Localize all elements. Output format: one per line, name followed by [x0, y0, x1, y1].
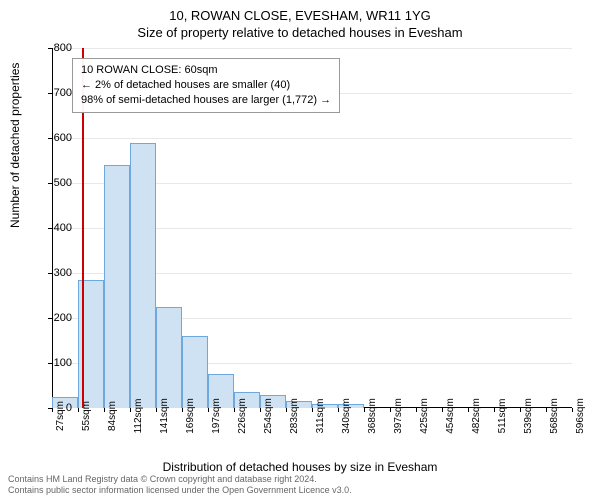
xtick-mark	[182, 408, 183, 412]
ytick-label: 400	[32, 222, 72, 234]
xtick-mark	[312, 408, 313, 412]
xtick-mark	[78, 408, 79, 412]
xtick-mark	[130, 408, 131, 412]
xtick-label: 283sqm	[289, 398, 300, 434]
xtick-mark	[260, 408, 261, 412]
xtick-mark	[234, 408, 235, 412]
gridline	[52, 138, 572, 139]
histogram-bar	[156, 307, 181, 408]
chart-title-sub: Size of property relative to detached ho…	[0, 23, 600, 40]
xtick-label: 169sqm	[185, 398, 196, 434]
histogram-bar	[130, 143, 155, 409]
annotation-box: 10 ROWAN CLOSE: 60sqm ← 2% of detached h…	[72, 58, 340, 113]
ytick-label: 0	[32, 402, 72, 414]
xtick-label: 596sqm	[575, 398, 586, 434]
xtick-mark	[364, 408, 365, 412]
xtick-mark	[572, 408, 573, 412]
histogram-bar	[104, 165, 129, 408]
xtick-label: 511sqm	[497, 399, 508, 434]
ytick-label: 200	[32, 312, 72, 324]
xtick-label: 425sqm	[419, 398, 430, 434]
xtick-label: 141sqm	[159, 398, 170, 434]
y-axis-label: Number of detached properties	[8, 63, 22, 228]
xtick-label: 368sqm	[367, 398, 378, 434]
xtick-label: 84sqm	[107, 401, 118, 431]
footer-line2: Contains public sector information licen…	[8, 485, 352, 496]
xtick-label: 397sqm	[393, 398, 404, 434]
xtick-label: 454sqm	[445, 398, 456, 434]
xtick-mark	[208, 408, 209, 412]
x-axis-label: Distribution of detached houses by size …	[0, 460, 600, 474]
xtick-label: 311sqm	[315, 399, 326, 434]
xtick-mark	[416, 408, 417, 412]
ytick-label: 100	[32, 357, 72, 369]
ytick-label: 500	[32, 177, 72, 189]
histogram-bar	[182, 336, 207, 408]
xtick-label: 27sqm	[55, 401, 66, 431]
xtick-mark	[104, 408, 105, 412]
xtick-mark	[546, 408, 547, 412]
chart-title-main: 10, ROWAN CLOSE, EVESHAM, WR11 1YG	[0, 0, 600, 23]
annotation-line2: ← 2% of detached houses are smaller (40)	[81, 78, 331, 93]
xtick-mark	[286, 408, 287, 412]
xtick-mark	[520, 408, 521, 412]
ytick-label: 600	[32, 132, 72, 144]
annotation-line3: 98% of semi-detached houses are larger (…	[81, 93, 331, 108]
xtick-mark	[494, 408, 495, 412]
xtick-mark	[468, 408, 469, 412]
xtick-label: 482sqm	[471, 398, 482, 434]
xtick-label: 226sqm	[237, 398, 248, 434]
xtick-mark	[390, 408, 391, 412]
gridline	[52, 48, 572, 49]
xtick-mark	[442, 408, 443, 412]
ytick-label: 800	[32, 42, 72, 54]
xtick-label: 197sqm	[211, 398, 222, 434]
xtick-label: 254sqm	[263, 398, 274, 434]
xtick-label: 568sqm	[549, 398, 560, 434]
annotation-line1: 10 ROWAN CLOSE: 60sqm	[81, 63, 331, 78]
footer-attribution: Contains HM Land Registry data © Crown c…	[8, 474, 352, 496]
xtick-label: 340sqm	[341, 398, 352, 434]
xtick-mark	[156, 408, 157, 412]
xtick-label: 112sqm	[133, 399, 144, 434]
xtick-label: 539sqm	[523, 398, 534, 434]
footer-line1: Contains HM Land Registry data © Crown c…	[8, 474, 352, 485]
xtick-mark	[338, 408, 339, 412]
ytick-label: 700	[32, 87, 72, 99]
ytick-label: 300	[32, 267, 72, 279]
